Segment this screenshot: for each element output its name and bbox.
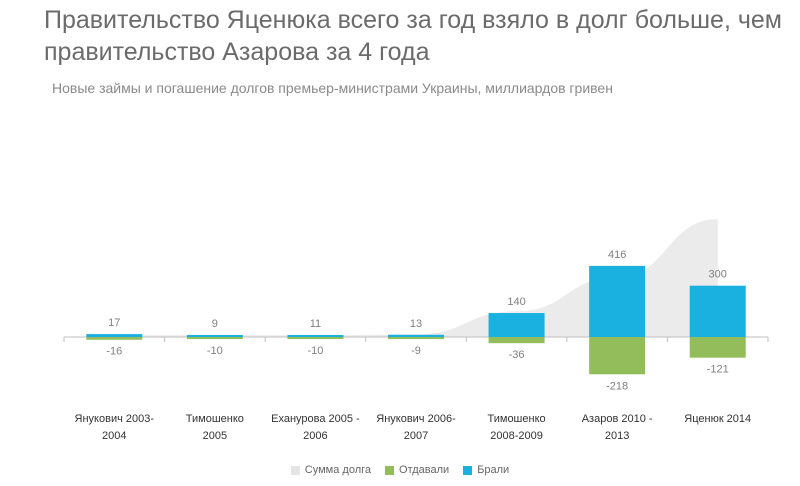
data-label-borrowed: 416 xyxy=(608,249,626,261)
data-label-repaid: -36 xyxy=(509,349,525,361)
chart-area: 17 9 11 13 140 416 300 -16 -10 -10 -9 -36 -218 -121 Ян… xyxy=(63,219,769,442)
legend-item-debt: Сумма долга xyxy=(290,464,372,476)
category-label: Тимошенко xyxy=(186,413,244,425)
category-label: Янукович 2006- xyxy=(376,413,456,425)
data-label-repaid: -9 xyxy=(411,345,421,357)
data-label-borrowed: 300 xyxy=(709,269,727,281)
chart-subtitle: Новые займы и погашение долгов премьер-м… xyxy=(52,80,613,96)
bar-repaid xyxy=(86,337,143,340)
data-label-borrowed: 140 xyxy=(507,296,525,308)
chart-title: Правительство Яценюка всего за год взяло… xyxy=(44,6,782,66)
category-label: 2006 xyxy=(303,430,327,442)
bar-repaid xyxy=(589,337,646,375)
category-label: 2008-2009 xyxy=(490,430,543,442)
bar-borrowed xyxy=(86,334,143,337)
bar-repaid xyxy=(287,337,344,339)
data-label-repaid: -16 xyxy=(106,346,122,358)
data-label-borrowed: 9 xyxy=(212,318,218,330)
data-label-borrowed: 13 xyxy=(410,318,422,330)
legend-item-repaid: Отдавали xyxy=(385,464,449,476)
bar-repaid xyxy=(488,337,545,344)
data-label-borrowed: 17 xyxy=(108,317,120,329)
legend: Сумма долга Отдавали Брали xyxy=(0,464,800,476)
legend-swatch-repaid xyxy=(385,465,395,475)
bar-borrowed xyxy=(488,313,545,337)
data-label-repaid: -10 xyxy=(307,345,323,357)
category-label: Яценюк 2014 xyxy=(684,413,751,425)
category-label: 2007 xyxy=(404,430,428,442)
category-label: 2013 xyxy=(605,430,629,442)
category-label: Янукович 2003- xyxy=(75,413,155,425)
data-label-repaid: -218 xyxy=(606,380,628,392)
legend-label-borrowed: Брали xyxy=(477,464,510,476)
data-label-repaid: -121 xyxy=(707,364,729,376)
bar-borrowed xyxy=(186,335,243,337)
bar-repaid xyxy=(689,337,746,358)
bar-borrowed xyxy=(689,285,746,337)
legend-swatch-borrowed xyxy=(463,465,473,475)
bar-repaid xyxy=(186,337,243,339)
category-label: Тимошенко xyxy=(488,413,546,425)
category-label: 2004 xyxy=(102,430,126,442)
data-label-repaid: -10 xyxy=(207,345,223,357)
bar-repaid xyxy=(388,337,444,339)
legend-swatch-debt xyxy=(290,465,300,475)
debt-area xyxy=(114,219,718,337)
category-label: Еханурова 2005 - xyxy=(271,413,360,425)
legend-item-borrowed: Брали xyxy=(463,464,509,476)
category-label: 2005 xyxy=(203,430,227,442)
legend-label-repaid: Отдавали xyxy=(399,464,450,476)
bar-borrowed xyxy=(589,265,646,337)
bar-borrowed xyxy=(287,335,344,337)
bar-borrowed xyxy=(388,334,444,337)
category-label: Азаров 2010 - xyxy=(582,413,653,425)
data-label-borrowed: 11 xyxy=(310,318,321,330)
legend-label-debt: Сумма долга xyxy=(304,464,372,476)
